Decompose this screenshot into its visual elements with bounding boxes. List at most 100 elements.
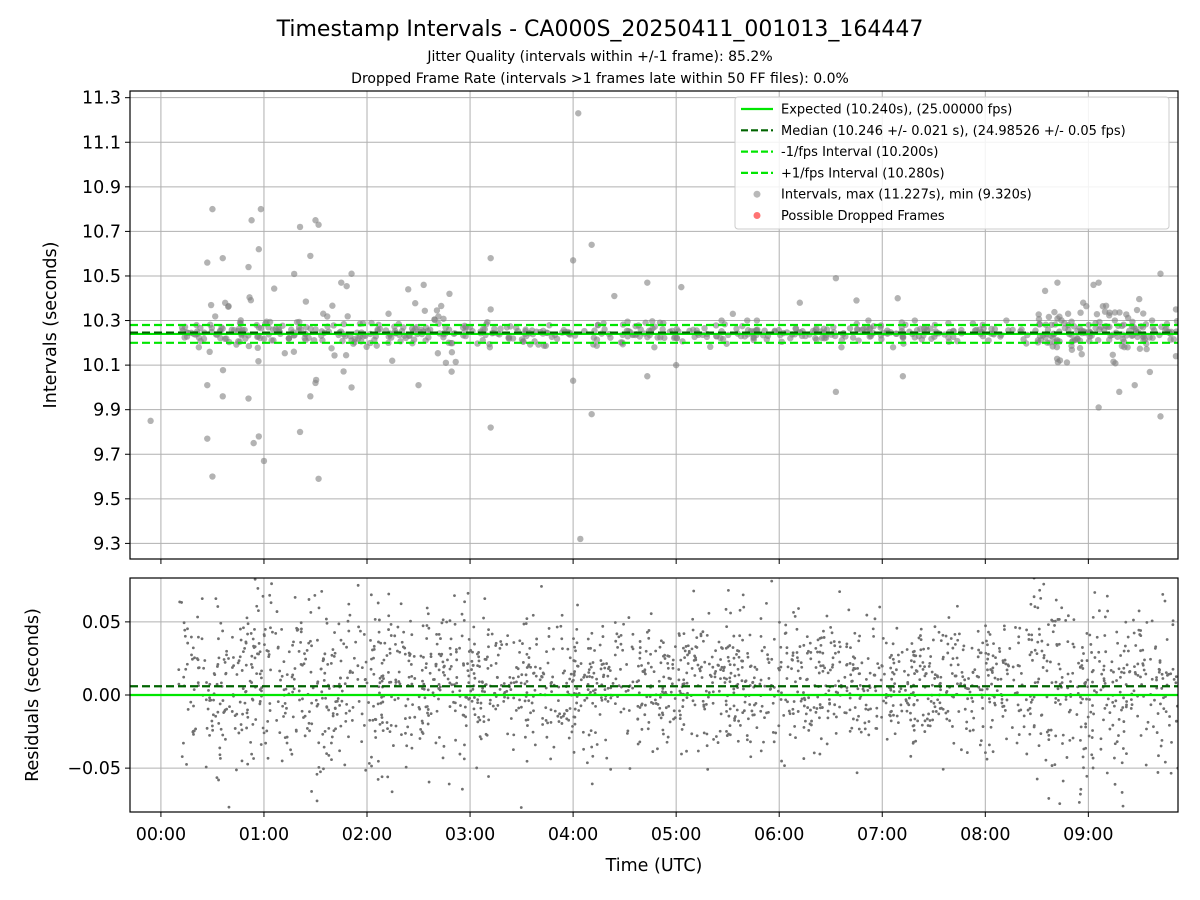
interval-outlier-point: [577, 535, 584, 543]
residual-point: [468, 696, 472, 700]
interval-point: [1068, 318, 1075, 325]
residual-point: [531, 613, 535, 617]
residual-point: [512, 748, 515, 752]
residual-point: [1129, 707, 1133, 710]
residual-point: [246, 708, 249, 712]
residual-point: [239, 723, 243, 726]
residual-point: [1041, 666, 1045, 669]
residual-point: [941, 657, 945, 661]
residual-point: [528, 646, 532, 650]
residual-point: [439, 654, 443, 658]
residual-point: [424, 662, 428, 666]
residual-point: [821, 651, 825, 655]
residual-point: [449, 652, 453, 656]
residual-point: [640, 664, 643, 667]
residual-point: [565, 717, 569, 721]
residual-point: [793, 725, 797, 728]
residual-point: [691, 617, 695, 621]
residual-point: [799, 699, 803, 703]
residual-point: [906, 701, 909, 705]
residual-point: [339, 676, 342, 680]
residual-point: [216, 662, 220, 666]
residual-point: [1079, 787, 1083, 791]
residual-point: [449, 637, 453, 641]
interval-point: [703, 333, 711, 341]
residual-point: [1160, 738, 1164, 742]
residual-point: [716, 741, 720, 744]
residual-point: [1091, 729, 1094, 732]
residual-point: [765, 601, 768, 605]
residual-point: [1066, 614, 1070, 618]
residual-point: [745, 734, 749, 737]
residual-point: [767, 661, 771, 664]
residual-point: [362, 633, 366, 636]
residual-point: [643, 672, 647, 676]
residual-point: [266, 649, 270, 653]
residual-point: [217, 637, 220, 641]
residual-point: [1126, 635, 1130, 639]
residual-point: [759, 678, 763, 682]
residual-point: [1028, 653, 1032, 657]
residual-point: [263, 643, 266, 646]
residual-point: [574, 649, 577, 653]
residual-point: [780, 691, 783, 695]
residual-point: [410, 674, 414, 678]
interval-outlier-point: [312, 217, 319, 224]
residual-point: [809, 708, 812, 712]
residual-point: [1124, 705, 1128, 709]
interval-point: [991, 325, 999, 333]
residual-point: [911, 724, 915, 728]
residual-point: [526, 718, 530, 722]
residual-point: [411, 703, 414, 707]
residual-point: [656, 747, 659, 751]
residual-point: [1003, 628, 1006, 631]
residual-point: [864, 678, 868, 681]
residual-point: [785, 677, 789, 680]
residual-point: [348, 613, 352, 617]
residual-point: [614, 639, 618, 643]
residual-point: [954, 674, 958, 678]
residual-point: [440, 621, 444, 625]
residual-point: [509, 688, 513, 691]
interval-point: [750, 333, 757, 341]
residual-point: [426, 708, 430, 711]
legend-entry-label: Median (10.246 +/- 0.021 s), (24.98526 +…: [781, 124, 1126, 139]
interval-outlier-point: [1172, 353, 1178, 360]
residual-point: [260, 669, 263, 673]
residual-point: [565, 681, 569, 685]
residual-point: [1006, 663, 1010, 667]
residual-point: [934, 710, 938, 713]
residual-point: [438, 688, 442, 692]
residual-point: [965, 751, 969, 754]
residual-point: [797, 607, 800, 610]
residual-point: [900, 650, 904, 654]
residual-point: [491, 704, 495, 708]
residual-point: [1019, 672, 1023, 675]
residual-point: [868, 671, 872, 675]
residual-point: [939, 639, 943, 643]
residuals-x-tick-label: 02:00: [342, 825, 392, 845]
residual-point: [525, 617, 529, 620]
residual-point: [387, 670, 390, 674]
residual-point: [619, 634, 623, 637]
residual-point: [779, 665, 783, 669]
residual-point: [1064, 698, 1068, 701]
residual-point: [937, 712, 941, 716]
residual-point: [1003, 658, 1007, 662]
interval-point: [657, 334, 664, 341]
residual-point: [249, 632, 253, 635]
residual-point: [915, 670, 919, 673]
residual-point: [701, 630, 705, 634]
residual-point: [962, 644, 966, 648]
residual-point: [1085, 632, 1089, 635]
residual-point: [339, 638, 343, 642]
residual-point: [1016, 664, 1020, 667]
residual-point: [993, 676, 997, 680]
residual-point: [315, 772, 319, 776]
residual-point: [480, 680, 484, 684]
residual-point: [1157, 754, 1160, 758]
residual-point: [370, 764, 373, 768]
residual-point: [1162, 707, 1166, 711]
residual-point: [816, 695, 820, 699]
